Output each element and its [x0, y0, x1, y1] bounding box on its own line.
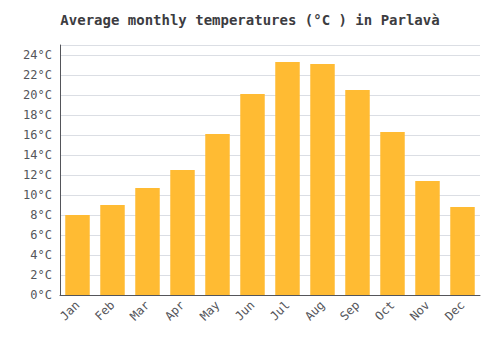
svg-text:12°C: 12°C — [23, 168, 52, 182]
svg-text:14°C: 14°C — [23, 148, 52, 162]
svg-text:Apr: Apr — [162, 298, 187, 323]
svg-text:8°C: 8°C — [30, 208, 52, 222]
svg-text:Sep: Sep — [337, 298, 362, 323]
svg-text:22°C: 22°C — [23, 68, 52, 82]
svg-text:10°C: 10°C — [23, 188, 52, 202]
svg-text:16°C: 16°C — [23, 128, 52, 142]
svg-text:2°C: 2°C — [30, 268, 52, 282]
svg-text:Jan: Jan — [57, 298, 82, 323]
svg-text:Dec: Dec — [442, 298, 467, 323]
svg-text:Feb: Feb — [92, 298, 117, 323]
svg-text:4°C: 4°C — [30, 248, 52, 262]
svg-text:6°C: 6°C — [30, 228, 52, 242]
svg-text:Nov: Nov — [407, 298, 432, 323]
svg-text:Average monthly temperatures (: Average monthly temperatures (°C ) in Pa… — [60, 12, 439, 28]
svg-text:Jul: Jul — [267, 298, 292, 323]
svg-text:Oct: Oct — [372, 298, 397, 323]
svg-text:May: May — [197, 298, 222, 323]
svg-text:Jun: Jun — [232, 298, 257, 323]
svg-text:Mar: Mar — [127, 298, 152, 323]
svg-text:Aug: Aug — [302, 298, 327, 323]
svg-text:0°C: 0°C — [30, 288, 52, 302]
svg-text:24°C: 24°C — [23, 48, 52, 62]
svg-text:20°C: 20°C — [23, 88, 52, 102]
svg-text:18°C: 18°C — [23, 108, 52, 122]
